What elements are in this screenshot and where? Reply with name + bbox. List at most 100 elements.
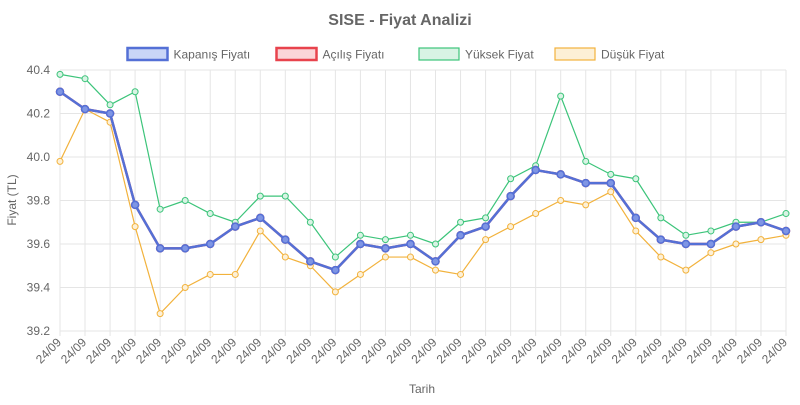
- data-point[interactable]: [206, 210, 214, 218]
- data-point[interactable]: [281, 235, 290, 244]
- data-point[interactable]: [456, 231, 465, 240]
- legend-item[interactable]: Açılış Fiyatı: [275, 46, 385, 62]
- x-tick-label: 24/09: [659, 335, 690, 366]
- data-point[interactable]: [557, 197, 565, 204]
- data-point[interactable]: [306, 257, 315, 266]
- data-point[interactable]: [156, 205, 164, 213]
- data-point[interactable]: [231, 270, 239, 278]
- data-point[interactable]: [55, 87, 65, 96]
- data-point[interactable]: [756, 218, 766, 227]
- data-point[interactable]: [606, 178, 616, 188]
- x-tick-label: 24/09: [333, 335, 364, 366]
- legend-item[interactable]: Yüksek Fiyat: [418, 47, 534, 62]
- data-point[interactable]: [131, 88, 139, 96]
- data-point[interactable]: [457, 218, 465, 226]
- data-point[interactable]: [507, 223, 515, 231]
- legend-label: Düşük Fiyat: [601, 48, 665, 62]
- data-point[interactable]: [206, 270, 214, 278]
- data-point[interactable]: [256, 213, 265, 223]
- data-point[interactable]: [482, 214, 490, 222]
- data-point[interactable]: [706, 239, 716, 249]
- x-tick-label: 24/09: [709, 335, 740, 366]
- data-point[interactable]: [632, 175, 640, 183]
- data-point[interactable]: [306, 218, 314, 226]
- grid: [59, 69, 787, 336]
- data-point[interactable]: [632, 227, 640, 235]
- data-point[interactable]: [281, 253, 289, 261]
- data-point[interactable]: [356, 239, 365, 249]
- x-tick-label: 24/09: [609, 335, 640, 366]
- legend-swatch: [418, 47, 460, 61]
- data-point[interactable]: [481, 222, 490, 231]
- data-point[interactable]: [431, 257, 440, 266]
- data-point[interactable]: [657, 214, 665, 222]
- data-point[interactable]: [356, 270, 364, 278]
- data-point[interactable]: [356, 231, 364, 239]
- data-point[interactable]: [682, 231, 690, 239]
- data-point[interactable]: [230, 222, 240, 231]
- legend-item[interactable]: Kapanış Fiyatı: [126, 46, 251, 62]
- data-point[interactable]: [657, 253, 665, 261]
- data-point[interactable]: [531, 165, 540, 175]
- data-point[interactable]: [581, 178, 590, 188]
- data-point[interactable]: [432, 240, 440, 248]
- data-point[interactable]: [582, 157, 590, 165]
- x-tick-label: 24/09: [108, 335, 139, 366]
- data-point[interactable]: [757, 236, 765, 244]
- data-point[interactable]: [381, 244, 390, 253]
- data-point[interactable]: [731, 222, 741, 231]
- data-point[interactable]: [105, 109, 115, 118]
- data-point[interactable]: [732, 240, 740, 248]
- data-point[interactable]: [432, 266, 440, 274]
- data-point[interactable]: [381, 236, 389, 244]
- data-point[interactable]: [56, 157, 64, 165]
- data-point[interactable]: [181, 197, 189, 204]
- series-0: [55, 87, 791, 275]
- data-point[interactable]: [506, 191, 515, 201]
- data-point[interactable]: [532, 210, 540, 218]
- legend-item[interactable]: Düşük Fiyat: [554, 47, 665, 62]
- data-point[interactable]: [507, 175, 515, 183]
- data-point[interactable]: [406, 253, 414, 261]
- data-point[interactable]: [331, 265, 340, 275]
- data-point[interactable]: [281, 192, 289, 200]
- data-point[interactable]: [406, 239, 415, 249]
- x-tick-label: 24/09: [208, 335, 239, 366]
- data-point[interactable]: [782, 210, 790, 218]
- data-point[interactable]: [205, 239, 215, 249]
- x-tick-label: 24/09: [283, 335, 314, 366]
- data-point[interactable]: [181, 284, 189, 291]
- data-point[interactable]: [331, 288, 339, 296]
- data-point[interactable]: [607, 170, 615, 178]
- data-point[interactable]: [482, 236, 490, 244]
- data-point[interactable]: [256, 192, 264, 200]
- data-point[interactable]: [381, 253, 389, 261]
- data-point[interactable]: [106, 101, 114, 109]
- data-point[interactable]: [707, 227, 715, 235]
- data-point[interactable]: [155, 244, 165, 253]
- data-point[interactable]: [156, 310, 164, 318]
- data-point[interactable]: [656, 235, 666, 244]
- data-point[interactable]: [607, 188, 615, 196]
- y-tick-label: 39.8: [27, 194, 51, 208]
- data-point[interactable]: [707, 249, 715, 257]
- data-point[interactable]: [557, 92, 565, 100]
- data-point[interactable]: [256, 227, 264, 235]
- data-point[interactable]: [81, 75, 89, 83]
- y-axis-ticks: 39.2 39.4 39.6 39.8 40.0 40.2 40.4: [27, 63, 51, 338]
- data-point[interactable]: [331, 253, 339, 261]
- data-point[interactable]: [681, 239, 691, 249]
- data-point[interactable]: [56, 70, 64, 78]
- y-tick-label: 39.6: [27, 237, 51, 251]
- data-point[interactable]: [457, 270, 465, 278]
- data-point[interactable]: [556, 170, 565, 179]
- data-point[interactable]: [80, 104, 90, 114]
- data-point[interactable]: [582, 201, 590, 209]
- data-point[interactable]: [682, 266, 690, 274]
- data-point[interactable]: [781, 226, 791, 236]
- data-point[interactable]: [130, 200, 140, 210]
- data-point[interactable]: [131, 223, 139, 231]
- data-point[interactable]: [180, 244, 190, 253]
- data-point[interactable]: [406, 231, 414, 239]
- data-point[interactable]: [631, 213, 641, 223]
